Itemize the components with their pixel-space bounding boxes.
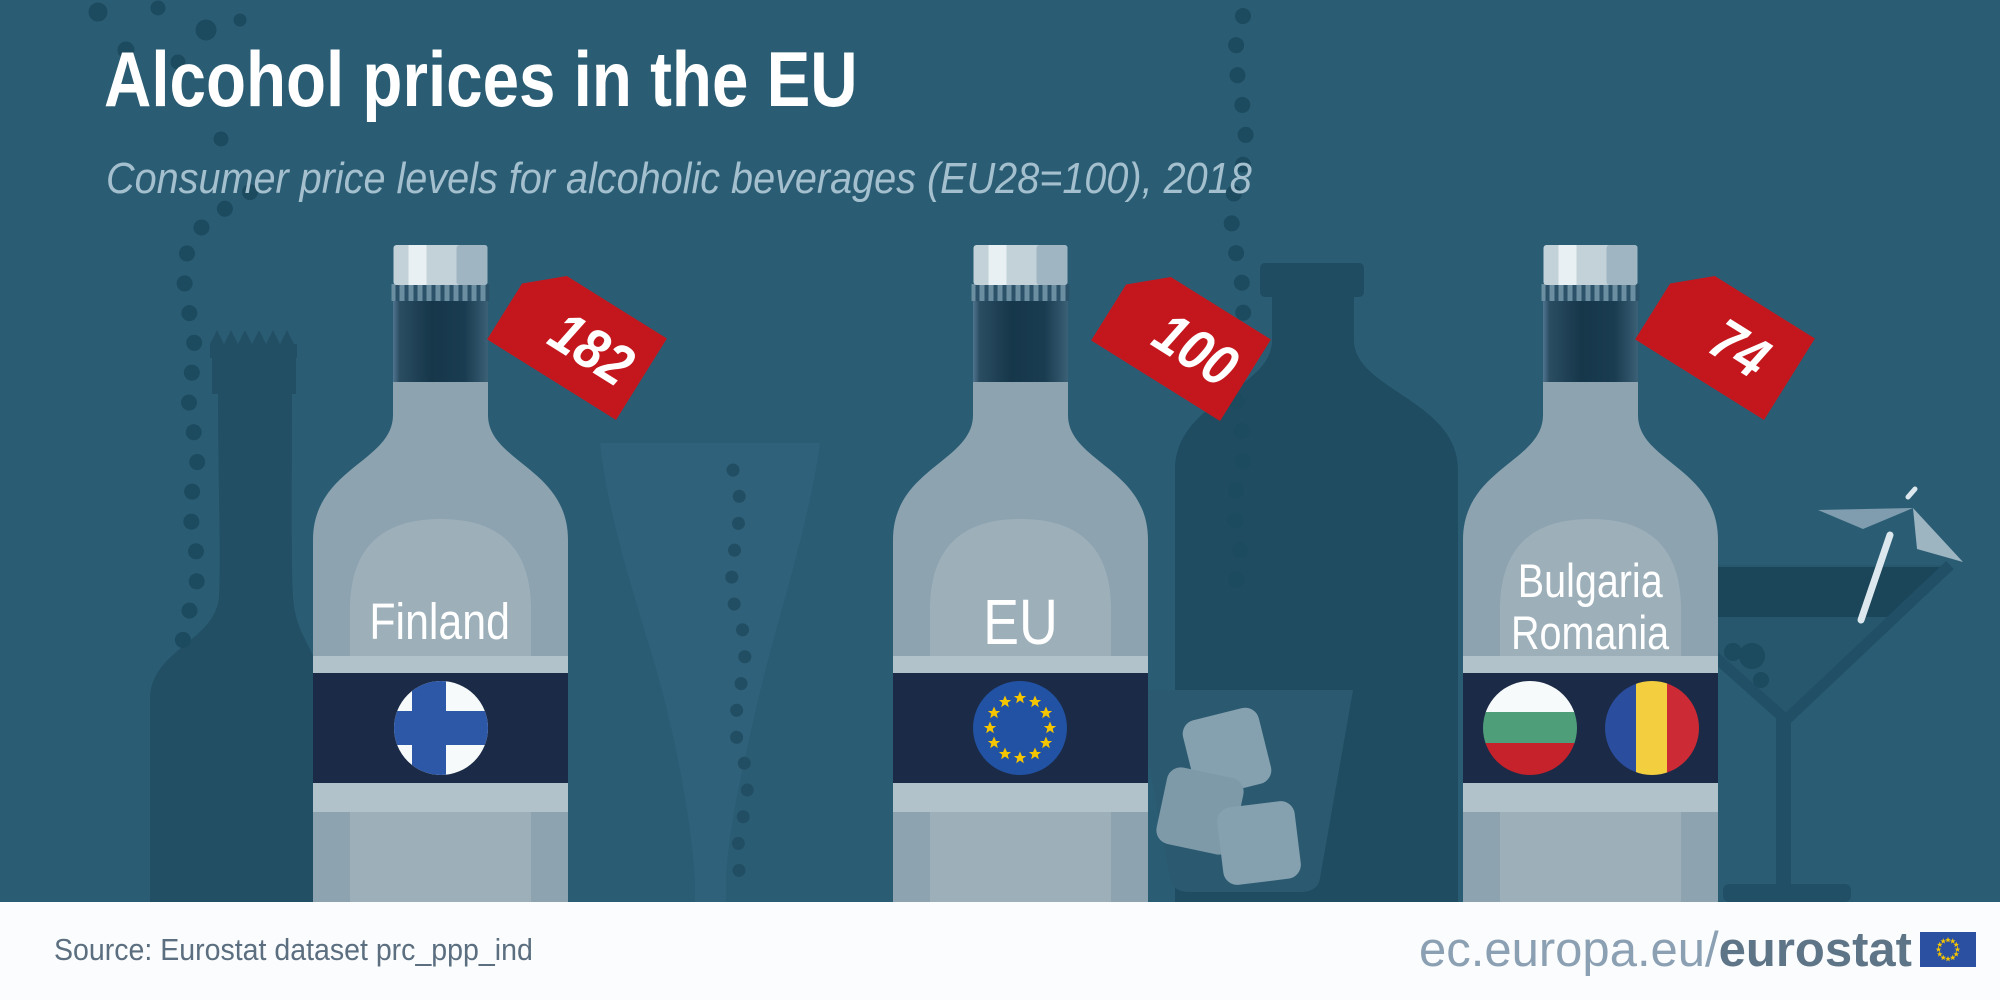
site-prefix: ec.europa.eu/	[1419, 923, 1719, 977]
tumbler-glass-icon	[1135, 690, 1353, 892]
ice-cubes-icon	[1156, 707, 1301, 885]
site-brand: eurostat	[1718, 923, 1912, 977]
bulgaria-flag-icon	[1483, 681, 1577, 775]
bottle-label-bulgaria-romania: Bulgaria Romania	[1420, 555, 1760, 659]
bottle-label-line-bulgaria: Bulgaria	[1517, 554, 1663, 607]
champagne-flute-icon	[600, 443, 820, 902]
cocktail-umbrella-icon	[1818, 486, 1963, 624]
bottle-label-eu: EU	[982, 586, 1058, 658]
bubble-trail-left-icon	[88, 0, 258, 654]
eu-flag-icon	[973, 681, 1067, 775]
page-subtitle: Consumer price levels for alcoholic beve…	[106, 154, 1252, 203]
eurostat-website: ec.europa.eu/eurostat	[1419, 922, 1912, 978]
eu-flag-logo-icon	[1920, 932, 1976, 967]
bottle-label-finland: Finland	[369, 593, 511, 650]
page-title: Alcohol prices in the EU	[104, 35, 858, 123]
source-note: Source: Eurostat dataset prc_ppp_ind	[54, 932, 533, 967]
finland-flag-icon	[394, 681, 488, 775]
bottle-label-line-romania: Romania	[1511, 606, 1669, 659]
footer-band	[0, 902, 2000, 1000]
romania-flag-icon	[1605, 681, 1699, 775]
cocktail-bubbles-icon	[1724, 643, 1769, 688]
beer-bottle-silhouette-icon	[150, 330, 322, 902]
